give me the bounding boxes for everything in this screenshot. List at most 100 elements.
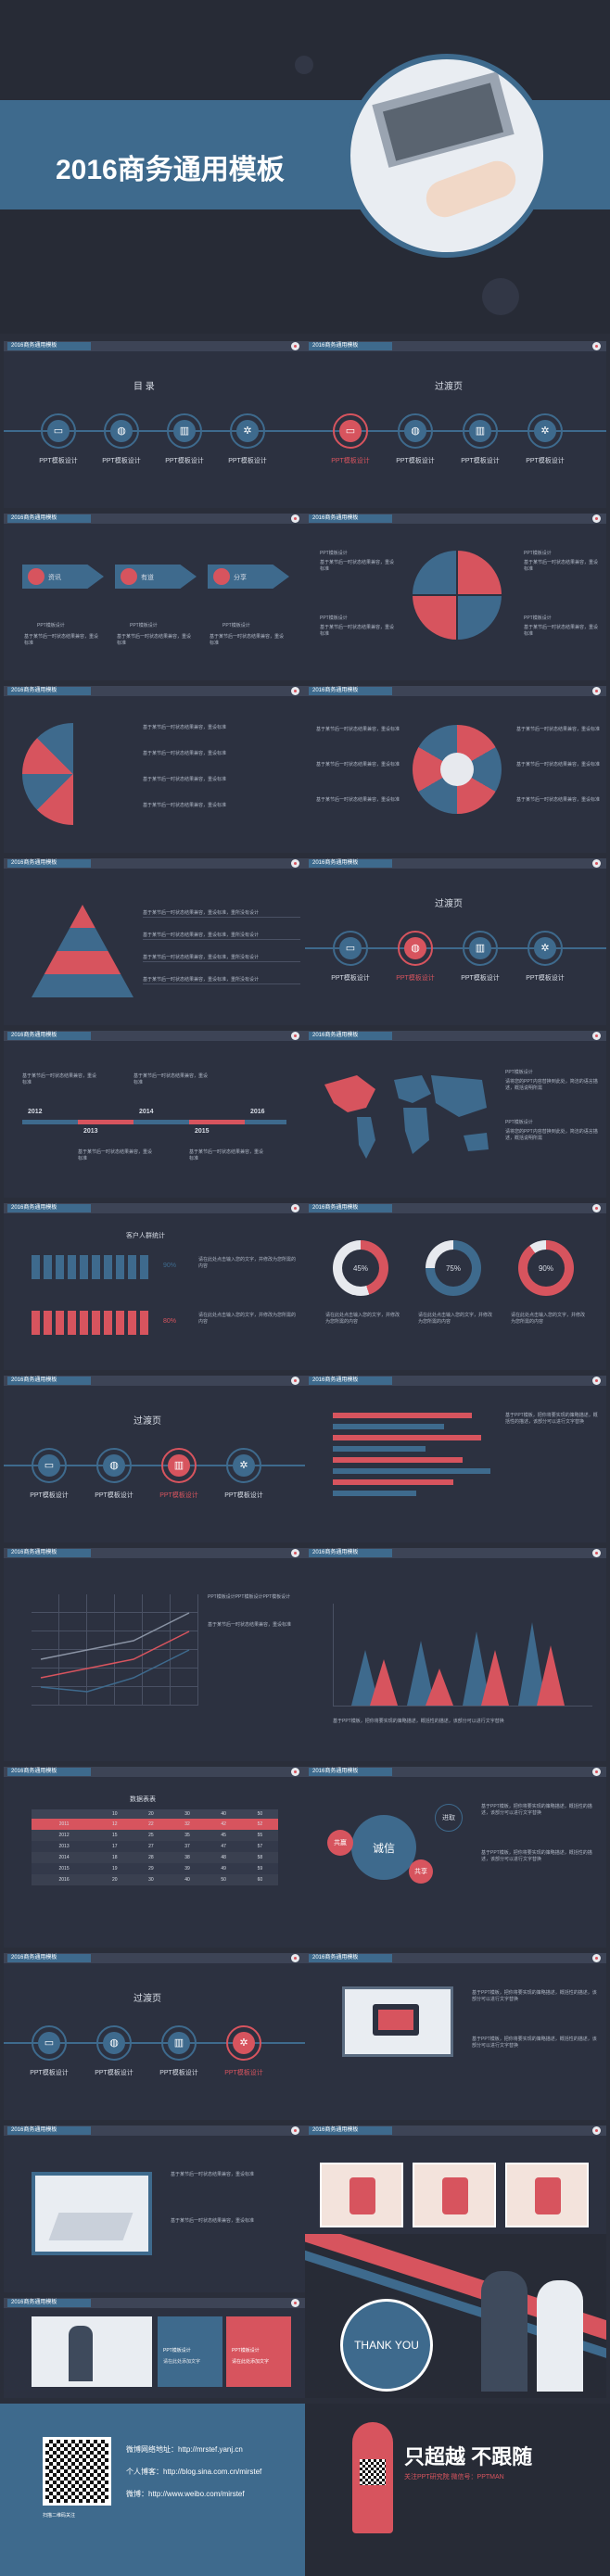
globe-icon[interactable]: ◍ [96, 1448, 132, 1483]
keyboard-photo [32, 2172, 152, 2255]
transition-item-1: PPT模板设计 [331, 975, 370, 982]
hbar-body: 基于PPT模板，把你将要实现的策略描述，概括性的描述，该部分可以进行文字替换 [505, 1413, 598, 1425]
monitor-icon[interactable]: ▭ [32, 2025, 67, 2061]
transition-item-4: PPT模板设计 [224, 1492, 263, 1499]
gear-icon[interactable]: ✲ [527, 413, 563, 449]
header-tag: 2016商务通用模板 [309, 859, 392, 868]
transition-item-4: PPT模板设计 [224, 2070, 263, 2076]
triangles-body: 基于PPT模板，把你将要实现的策略描述，概括性的描述，该部分可以进行文字替换 [333, 1719, 504, 1724]
globe-icon[interactable]: ◍ [104, 413, 139, 449]
arrow-body-2: 基于某节后一时状态结果兼容，重设标准 [117, 634, 192, 646]
chart-icon[interactable]: ▥ [161, 1448, 197, 1483]
people-icons-1 [32, 1255, 152, 1279]
quad-body-3: 基于某节后一时状态结果兼容，重设标准 [320, 625, 395, 637]
card-red-body: 请在此处添加文字 [232, 2359, 270, 2365]
logo-icon [592, 1954, 601, 1962]
chart-icon[interactable]: ▥ [463, 931, 498, 966]
header-tag: 2016商务通用模板 [7, 1377, 91, 1385]
logo-icon [291, 514, 299, 523]
quad-body-4: 基于某节后一时状态结果兼容，重设标准 [524, 625, 599, 637]
table-cell: 48 [221, 1855, 226, 1860]
logo-icon [291, 2126, 299, 2135]
monitor-icon[interactable]: ▭ [32, 1448, 67, 1483]
table-cell: 39 [184, 1866, 190, 1872]
header-tag: 2016商务通用模板 [7, 342, 91, 350]
header-tag: 2016商务通用模板 [7, 2299, 91, 2307]
arrow-body-1: 基于某节后一时状态结果兼容，重设标准 [24, 634, 99, 646]
year-1: 2012 [28, 1109, 43, 1115]
slide-transition-1: 2016商务通用模板 过渡页 ▭ ◍ ▥ ✲ PPT模板设计 PPT模板设计 P… [305, 341, 606, 508]
gear-icon[interactable]: ✲ [230, 413, 265, 449]
pyramid-chart [32, 905, 133, 997]
monitor-icon[interactable]: ▭ [41, 413, 76, 449]
world-map [324, 1075, 489, 1159]
transition-item-3: PPT模板设计 [461, 458, 500, 464]
globe-icon[interactable]: ◍ [398, 413, 433, 449]
table-cell: 19 [111, 1866, 118, 1872]
slide-laptop: 2016商务通用模板 基于PPT模板，把你将要实现的策略描述，概括性的描述，该部… [305, 1953, 606, 2120]
table-row: 2016 20 30 40 50 60 [32, 1874, 278, 1885]
year-4: 2015 [195, 1128, 210, 1135]
header-tag: 2016商务通用模板 [309, 1204, 392, 1212]
slide-pyramid: 2016商务通用模板 基于某节后一时状态结果兼容，重设标准，重所没有设计 基于某… [4, 858, 305, 1025]
gear-icon[interactable]: ✲ [226, 2025, 261, 2061]
line-chart-grid [32, 1594, 198, 1706]
people-body-2: 请在此处点击输入您的文字，并修改为您所需的内容 [198, 1313, 297, 1325]
table-cell: 2012 [58, 1833, 70, 1838]
logo-icon [592, 1032, 601, 1040]
header-tag: 2016商务通用模板 [309, 1768, 392, 1776]
footer-line-3: 微博：http://www.weibo.com/mirstef [126, 2490, 245, 2498]
slogan: 只超越 不跟随 [404, 2445, 533, 2468]
line-body-1: PPT模板设计PPT模板设计PPT模板设计 [208, 1594, 291, 1600]
gear-icon[interactable]: ✲ [527, 931, 563, 966]
year-3: 2014 [139, 1109, 154, 1115]
table-cell: 59 [257, 1866, 263, 1872]
fan-body-2: 基于某节后一时状态结果兼容，重设标准 [143, 751, 227, 756]
people-title: 客户人群统计 [126, 1233, 165, 1239]
chart-icon[interactable]: ▥ [463, 413, 498, 449]
header-tag: 2016商务通用模板 [309, 342, 392, 350]
transition-item-4: PPT模板设计 [526, 975, 565, 982]
table-cell: 10 [111, 1811, 118, 1817]
arrow-body-3: 基于某节后一时状态结果兼容，重设标准 [210, 634, 285, 646]
quad-caption-1: PPT模板设计 [320, 551, 348, 556]
donut-3-value: 90% [527, 1250, 565, 1287]
line-body-2: 基于某节后一时状态结果兼容，重设标准 [208, 1622, 292, 1628]
transition-title: 过渡页 [435, 899, 463, 909]
donut-3: 90% [518, 1240, 574, 1296]
logo-icon [592, 514, 601, 523]
bubble-top: 进取 [435, 1804, 463, 1832]
logo-icon [291, 1032, 299, 1040]
hex-body-6: 基于某节后一时状态结果兼容，重设标准 [516, 797, 601, 803]
bubble-right: 共享 [409, 1859, 433, 1884]
transition-title: 过渡页 [435, 382, 463, 392]
gear-icon[interactable]: ✲ [226, 1448, 261, 1483]
globe-icon[interactable]: ◍ [398, 931, 433, 966]
table-cell: 12 [111, 1821, 118, 1827]
monitor-icon[interactable]: ▭ [333, 413, 368, 449]
globe-icon[interactable]: ◍ [96, 2025, 132, 2061]
logo-icon [291, 1377, 299, 1385]
arrow-label-3: 分享 [234, 575, 247, 581]
table-cell: 15 [111, 1833, 118, 1838]
slide-map: 2016商务通用模板 PPT模板设计 请将您的PPT内容替换到此处，简洁的语言描… [305, 1031, 606, 1198]
footer-section: 扫描二维码关注 微博网络地址：http://mrstef.yanj.cn 个人博… [0, 2404, 610, 2576]
slide-photo-text: 2016商务通用模板 基于某节后一时状态结果兼容，重设标准 基于某节后一时状态结… [4, 2126, 305, 2292]
table-cell: 49 [221, 1866, 226, 1872]
table-cell: 2015 [58, 1866, 70, 1872]
phone-photo-1 [320, 2163, 403, 2227]
fan-body-1: 基于某节后一时状态结果兼容，重设标准 [143, 725, 227, 730]
chart-icon[interactable]: ▥ [167, 413, 202, 449]
map-caption-2: PPT模板设计 [505, 1120, 533, 1125]
header-tag: 2016商务通用模板 [7, 687, 91, 695]
chart-icon[interactable]: ▥ [161, 2025, 197, 2061]
quad-caption-2: PPT模板设计 [524, 551, 552, 556]
transition-item-2: PPT模板设计 [396, 458, 435, 464]
logo-icon [291, 1768, 299, 1776]
slide-thanks: THANK YOU [305, 2234, 606, 2398]
transition-title: 过渡页 [133, 1416, 161, 1427]
logo-icon [592, 1377, 601, 1385]
monitor-icon[interactable]: ▭ [333, 931, 368, 966]
toc-item-2: PPT模板设计 [102, 458, 141, 464]
